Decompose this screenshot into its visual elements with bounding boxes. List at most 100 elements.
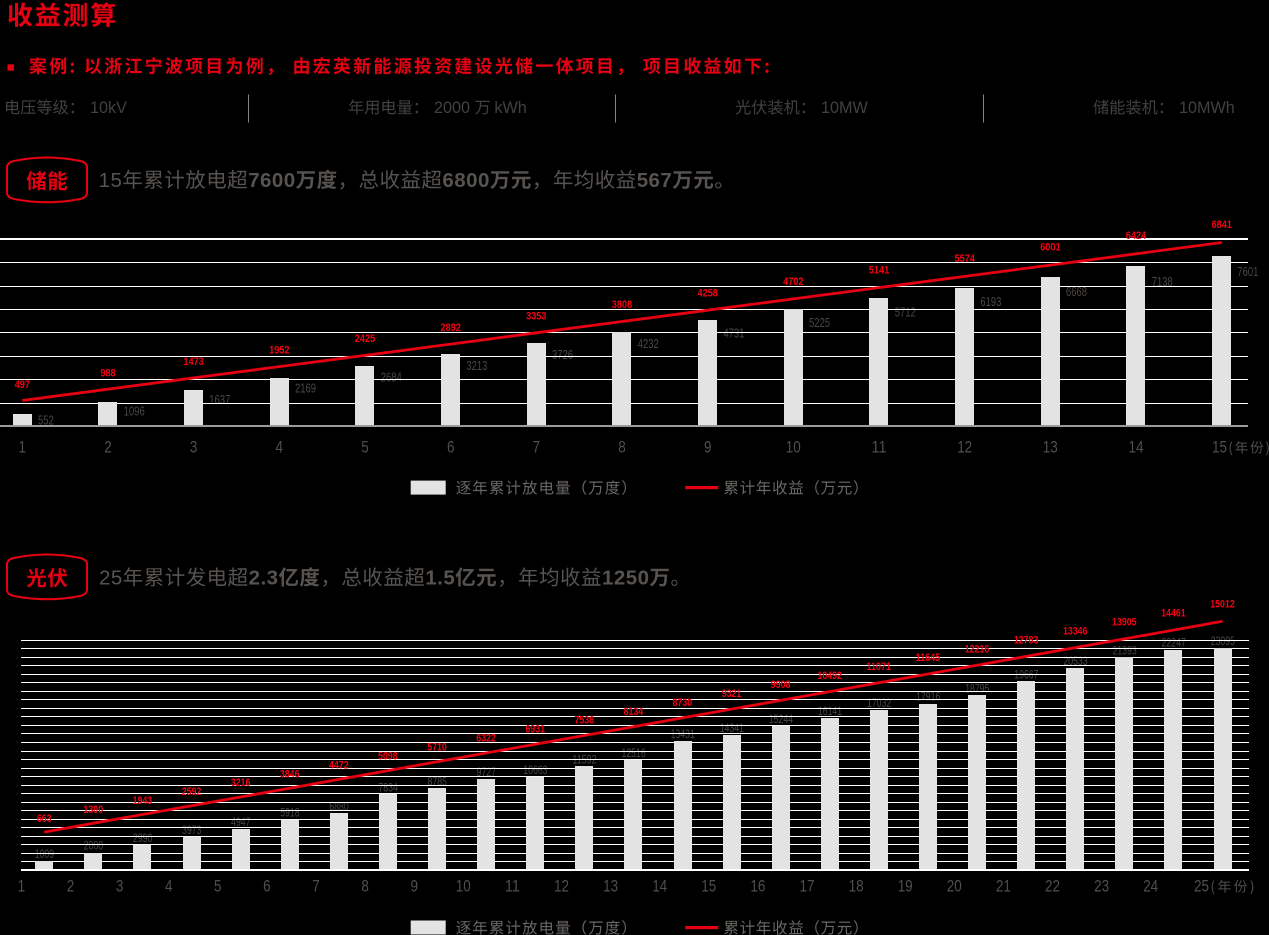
- svg-text:5141: 5141: [869, 265, 889, 277]
- svg-text:5: 5: [361, 439, 369, 457]
- svg-text:3: 3: [116, 878, 124, 896]
- svg-text:11: 11: [505, 878, 520, 896]
- svg-text:7: 7: [533, 439, 541, 457]
- svg-text:12516: 12516: [622, 746, 646, 760]
- svg-text:17032: 17032: [867, 696, 891, 710]
- svg-text:15012: 15012: [1210, 599, 1235, 611]
- svg-text:14: 14: [1129, 439, 1144, 457]
- svg-text:6800: 6800: [442, 169, 490, 192]
- svg-text:24: 24: [1143, 878, 1158, 896]
- svg-text:6193: 6193: [980, 295, 1001, 309]
- svg-text:1952: 1952: [269, 345, 289, 357]
- svg-text:1: 1: [19, 439, 27, 457]
- svg-text:4258: 4258: [698, 288, 718, 300]
- svg-text:4472: 4472: [329, 759, 349, 771]
- svg-text:10MWh: 10MWh: [1179, 99, 1235, 117]
- svg-text:9321: 9321: [722, 688, 742, 700]
- svg-text:8: 8: [618, 439, 626, 457]
- svg-text:15244: 15244: [769, 712, 793, 726]
- svg-text:18795: 18795: [965, 681, 989, 695]
- svg-text:23: 23: [1094, 878, 1109, 896]
- svg-text:1473: 1473: [183, 356, 203, 368]
- svg-text:2: 2: [104, 439, 112, 457]
- svg-text:6322: 6322: [476, 733, 496, 745]
- svg-text:14461: 14461: [1161, 608, 1186, 620]
- svg-text:21393: 21393: [1113, 643, 1137, 657]
- svg-text:2169: 2169: [295, 381, 316, 395]
- svg-text:2.3: 2.3: [249, 567, 279, 590]
- svg-text:8: 8: [361, 878, 369, 896]
- svg-text:3973: 3973: [182, 823, 202, 837]
- svg-text:552: 552: [38, 414, 54, 428]
- svg-text:4947: 4947: [231, 815, 251, 829]
- svg-text:567: 567: [637, 169, 673, 192]
- svg-text:21: 21: [996, 878, 1011, 896]
- svg-text:25: 25: [99, 567, 123, 590]
- svg-text:2892: 2892: [441, 322, 461, 334]
- svg-text:1250: 1250: [602, 567, 650, 590]
- svg-text:17916: 17916: [916, 690, 940, 704]
- svg-text:6: 6: [447, 439, 455, 457]
- svg-text:4: 4: [165, 878, 173, 896]
- svg-text:11071: 11071: [867, 661, 892, 673]
- svg-text:3213: 3213: [466, 359, 487, 373]
- svg-text:3: 3: [190, 439, 198, 457]
- svg-text:6424: 6424: [1126, 230, 1147, 242]
- svg-text:9908: 9908: [771, 679, 791, 691]
- svg-text:5225: 5225: [809, 316, 830, 330]
- svg-text:3353: 3353: [526, 310, 546, 322]
- svg-text:6841: 6841: [1212, 219, 1232, 231]
- svg-text:1637: 1637: [209, 393, 230, 407]
- svg-text:7600: 7600: [248, 169, 296, 192]
- svg-text:16: 16: [750, 878, 765, 896]
- svg-text:18: 18: [849, 878, 864, 896]
- svg-text:1009: 1009: [35, 847, 55, 861]
- svg-text:988: 988: [100, 368, 115, 380]
- svg-text:5574: 5574: [955, 253, 976, 265]
- svg-text:497: 497: [15, 379, 30, 391]
- svg-text:11: 11: [872, 439, 887, 457]
- svg-text:3846: 3846: [280, 768, 300, 780]
- svg-text:1: 1: [18, 878, 26, 896]
- svg-text:8134: 8134: [624, 706, 644, 718]
- svg-text:2990: 2990: [133, 831, 153, 845]
- svg-text:5710: 5710: [427, 742, 447, 754]
- svg-text:11645: 11645: [916, 652, 941, 664]
- svg-text:10MW: 10MW: [821, 99, 868, 117]
- svg-text:4702: 4702: [783, 276, 803, 288]
- svg-text:13905: 13905: [1112, 617, 1137, 629]
- svg-text:1096: 1096: [124, 404, 145, 418]
- svg-text:13: 13: [603, 878, 618, 896]
- svg-text:13: 13: [1043, 439, 1058, 457]
- svg-text:5712: 5712: [895, 306, 916, 320]
- svg-text:6: 6: [263, 878, 271, 896]
- svg-text:22247: 22247: [1162, 636, 1186, 650]
- svg-text:20: 20: [947, 878, 962, 896]
- svg-text:2425: 2425: [355, 333, 375, 345]
- svg-text:5918: 5918: [280, 806, 300, 820]
- svg-text:15: 15: [99, 169, 123, 192]
- svg-text:12216: 12216: [965, 643, 990, 655]
- svg-text:3808: 3808: [612, 299, 632, 311]
- svg-text:2592: 2592: [182, 786, 202, 798]
- svg-text:1300: 1300: [84, 804, 104, 816]
- svg-text:12783: 12783: [1014, 634, 1039, 646]
- svg-text:6668: 6668: [1066, 285, 1087, 299]
- svg-text:kWh: kWh: [494, 99, 526, 117]
- svg-text:7536: 7536: [575, 715, 595, 727]
- svg-text:9: 9: [410, 878, 418, 896]
- svg-text:15: 15: [701, 878, 716, 896]
- svg-text:7: 7: [312, 878, 320, 896]
- svg-text:12: 12: [554, 878, 569, 896]
- svg-text:10: 10: [456, 878, 471, 896]
- svg-text:14341: 14341: [720, 721, 744, 735]
- svg-text:16141: 16141: [818, 704, 842, 718]
- svg-text:10663: 10663: [523, 763, 547, 777]
- svg-text:2684: 2684: [381, 370, 402, 384]
- svg-text:19: 19: [898, 878, 913, 896]
- svg-text:3726: 3726: [552, 348, 573, 362]
- svg-text:7138: 7138: [1152, 275, 1173, 289]
- svg-text:4731: 4731: [723, 327, 744, 341]
- svg-text:4: 4: [276, 439, 284, 457]
- svg-text:8730: 8730: [673, 697, 693, 709]
